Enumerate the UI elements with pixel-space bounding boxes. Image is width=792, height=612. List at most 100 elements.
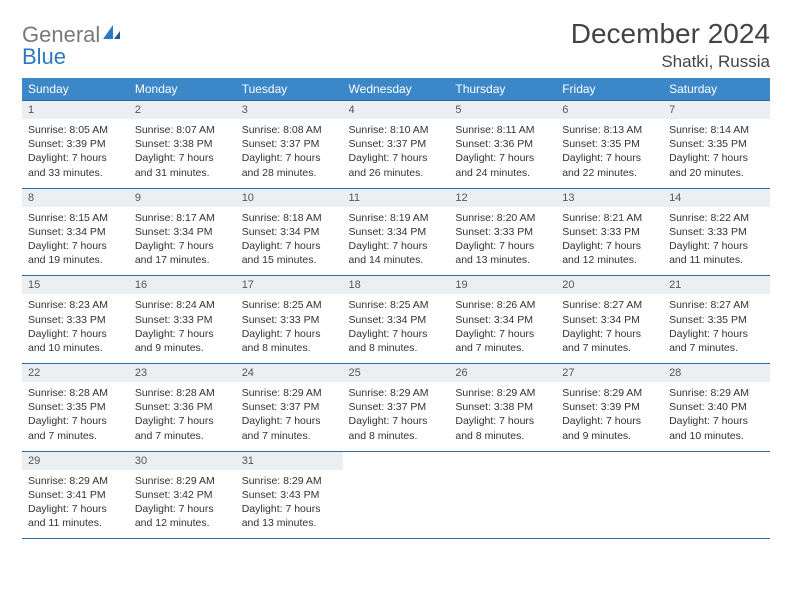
sunrise-line: Sunrise: 8:29 AM — [455, 387, 535, 399]
sunset-line: Sunset: 3:33 PM — [455, 226, 533, 238]
day-body: Sunrise: 8:29 AMSunset: 3:37 PMDaylight:… — [236, 382, 343, 451]
sunrise-line: Sunrise: 8:05 AM — [28, 124, 108, 136]
weekday-header-row: Sunday Monday Tuesday Wednesday Thursday… — [22, 78, 770, 101]
day-number: 2 — [129, 101, 236, 119]
sunrise-line: Sunrise: 8:18 AM — [242, 212, 322, 224]
calendar-day-cell: 13Sunrise: 8:21 AMSunset: 3:33 PMDayligh… — [556, 188, 663, 276]
sunset-line: Sunset: 3:41 PM — [28, 489, 106, 501]
day-number: 17 — [236, 276, 343, 294]
day-body: Sunrise: 8:27 AMSunset: 3:34 PMDaylight:… — [556, 294, 663, 363]
day-body: Sunrise: 8:10 AMSunset: 3:37 PMDaylight:… — [343, 119, 450, 188]
calendar-day-cell: 2Sunrise: 8:07 AMSunset: 3:38 PMDaylight… — [129, 101, 236, 189]
calendar-day-cell: 7Sunrise: 8:14 AMSunset: 3:35 PMDaylight… — [663, 101, 770, 189]
calendar-day-cell — [556, 451, 663, 539]
calendar-day-cell: 24Sunrise: 8:29 AMSunset: 3:37 PMDayligh… — [236, 364, 343, 452]
sunrise-line: Sunrise: 8:29 AM — [135, 475, 215, 487]
calendar-day-cell: 3Sunrise: 8:08 AMSunset: 3:37 PMDaylight… — [236, 101, 343, 189]
sunset-line: Sunset: 3:35 PM — [669, 314, 747, 326]
sunrise-line: Sunrise: 8:29 AM — [242, 387, 322, 399]
day-number: 19 — [449, 276, 556, 294]
calendar-day-cell: 21Sunrise: 8:27 AMSunset: 3:35 PMDayligh… — [663, 276, 770, 364]
sunset-line: Sunset: 3:33 PM — [135, 314, 213, 326]
day-body: Sunrise: 8:22 AMSunset: 3:33 PMDaylight:… — [663, 207, 770, 276]
day-number: 12 — [449, 189, 556, 207]
sunset-line: Sunset: 3:39 PM — [28, 138, 106, 150]
logo-sail-icon — [101, 24, 121, 43]
sunset-line: Sunset: 3:35 PM — [669, 138, 747, 150]
sunset-line: Sunset: 3:39 PM — [562, 401, 640, 413]
calendar-page: General Blue December 2024 Shatki, Russi… — [0, 0, 792, 549]
calendar-week-row: 22Sunrise: 8:28 AMSunset: 3:35 PMDayligh… — [22, 364, 770, 452]
calendar-day-cell: 31Sunrise: 8:29 AMSunset: 3:43 PMDayligh… — [236, 451, 343, 539]
day-body: Sunrise: 8:25 AMSunset: 3:34 PMDaylight:… — [343, 294, 450, 363]
calendar-day-cell: 26Sunrise: 8:29 AMSunset: 3:38 PMDayligh… — [449, 364, 556, 452]
day-number: 13 — [556, 189, 663, 207]
day-number: 7 — [663, 101, 770, 119]
sunset-line: Sunset: 3:34 PM — [135, 226, 213, 238]
calendar-day-cell: 1Sunrise: 8:05 AMSunset: 3:39 PMDaylight… — [22, 101, 129, 189]
sunrise-line: Sunrise: 8:10 AM — [349, 124, 429, 136]
sunrise-line: Sunrise: 8:29 AM — [349, 387, 429, 399]
title-block: December 2024 Shatki, Russia — [571, 18, 770, 72]
day-body: Sunrise: 8:29 AM Sunset: 3:41 PM Daylight:… — [22, 470, 129, 539]
calendar-week-row: 29 Sunrise: 8:29 AM Sunset: 3:41 PM Dayligh… — [22, 451, 770, 539]
day-number: 15 — [22, 276, 129, 294]
calendar-day-cell: 20Sunrise: 8:27 AMSunset: 3:34 PMDayligh… — [556, 276, 663, 364]
calendar-day-cell — [663, 451, 770, 539]
daylight-line: Daylight: 7 hours and 9 minutes. — [135, 328, 214, 354]
day-body: Sunrise: 8:28 AMSunset: 3:35 PMDaylight:… — [22, 382, 129, 451]
day-number: 10 — [236, 189, 343, 207]
daylight-line: Daylight: 7 hours and 24 minutes. — [455, 152, 534, 178]
sunrise-line: Sunrise: 8:25 AM — [242, 299, 322, 311]
sunset-line: Sunset: 3:34 PM — [349, 314, 427, 326]
location: Shatki, Russia — [571, 52, 770, 72]
weekday-header: Thursday — [449, 78, 556, 101]
day-body: Sunrise: 8:08 AMSunset: 3:37 PMDaylight:… — [236, 119, 343, 188]
daylight-line: Daylight: 7 hours and 20 minutes. — [669, 152, 748, 178]
day-body: Sunrise: 8:25 AMSunset: 3:33 PMDaylight:… — [236, 294, 343, 363]
calendar-table: Sunday Monday Tuesday Wednesday Thursday… — [22, 78, 770, 539]
sunset-line: Sunset: 3:33 PM — [669, 226, 747, 238]
calendar-day-cell: 28Sunrise: 8:29 AMSunset: 3:40 PMDayligh… — [663, 364, 770, 452]
day-number: 30 — [129, 452, 236, 470]
sunset-line: Sunset: 3:43 PM — [242, 489, 320, 501]
daylight-line: Daylight: 7 hours and 7 minutes. — [28, 415, 107, 441]
day-number: 14 — [663, 189, 770, 207]
sunrise-line: Sunrise: 8:08 AM — [242, 124, 322, 136]
daylight-line: Daylight: 7 hours and 31 minutes. — [135, 152, 214, 178]
calendar-day-cell: 6Sunrise: 8:13 AMSunset: 3:35 PMDaylight… — [556, 101, 663, 189]
daylight-line: Daylight: 7 hours and 33 minutes. — [28, 152, 107, 178]
sunrise-line: Sunrise: 8:29 AM — [28, 475, 108, 487]
day-number: 29 — [22, 452, 129, 470]
sunset-line: Sunset: 3:33 PM — [562, 226, 640, 238]
day-number: 26 — [449, 364, 556, 382]
day-number: 6 — [556, 101, 663, 119]
day-body: Sunrise: 8:24 AMSunset: 3:33 PMDaylight:… — [129, 294, 236, 363]
calendar-week-row: 1Sunrise: 8:05 AMSunset: 3:39 PMDaylight… — [22, 101, 770, 189]
day-number: 8 — [22, 189, 129, 207]
calendar-day-cell: 23Sunrise: 8:28 AMSunset: 3:36 PMDayligh… — [129, 364, 236, 452]
sunset-line: Sunset: 3:34 PM — [562, 314, 640, 326]
daylight-line: Daylight: 7 hours and 11 minutes. — [28, 503, 107, 529]
day-body: Sunrise: 8:29 AMSunset: 3:42 PMDaylight:… — [129, 470, 236, 539]
daylight-line: Daylight: 7 hours and 14 minutes. — [349, 240, 428, 266]
daylight-line: Daylight: 7 hours and 7 minutes. — [135, 415, 214, 441]
sunrise-line: Sunrise: 8:27 AM — [562, 299, 642, 311]
sunrise-line: Sunrise: 8:28 AM — [28, 387, 108, 399]
day-body: Sunrise: 8:29 AMSunset: 3:40 PMDaylight:… — [663, 382, 770, 451]
sunrise-line: Sunrise: 8:22 AM — [669, 212, 749, 224]
day-body: Sunrise: 8:29 AMSunset: 3:43 PMDaylight:… — [236, 470, 343, 539]
page-title: December 2024 — [571, 18, 770, 50]
calendar-week-row: 15Sunrise: 8:23 AMSunset: 3:33 PMDayligh… — [22, 276, 770, 364]
day-body: Sunrise: 8:27 AMSunset: 3:35 PMDaylight:… — [663, 294, 770, 363]
sunset-line: Sunset: 3:34 PM — [455, 314, 533, 326]
day-number: 4 — [343, 101, 450, 119]
day-number: 27 — [556, 364, 663, 382]
sunset-line: Sunset: 3:42 PM — [135, 489, 213, 501]
daylight-line: Daylight: 7 hours and 7 minutes. — [242, 415, 321, 441]
sunrise-line: Sunrise: 8:15 AM — [28, 212, 108, 224]
day-number: 22 — [22, 364, 129, 382]
day-number: 16 — [129, 276, 236, 294]
daylight-line: Daylight: 7 hours and 9 minutes. — [562, 415, 641, 441]
day-body: Sunrise: 8:13 AMSunset: 3:35 PMDaylight:… — [556, 119, 663, 188]
